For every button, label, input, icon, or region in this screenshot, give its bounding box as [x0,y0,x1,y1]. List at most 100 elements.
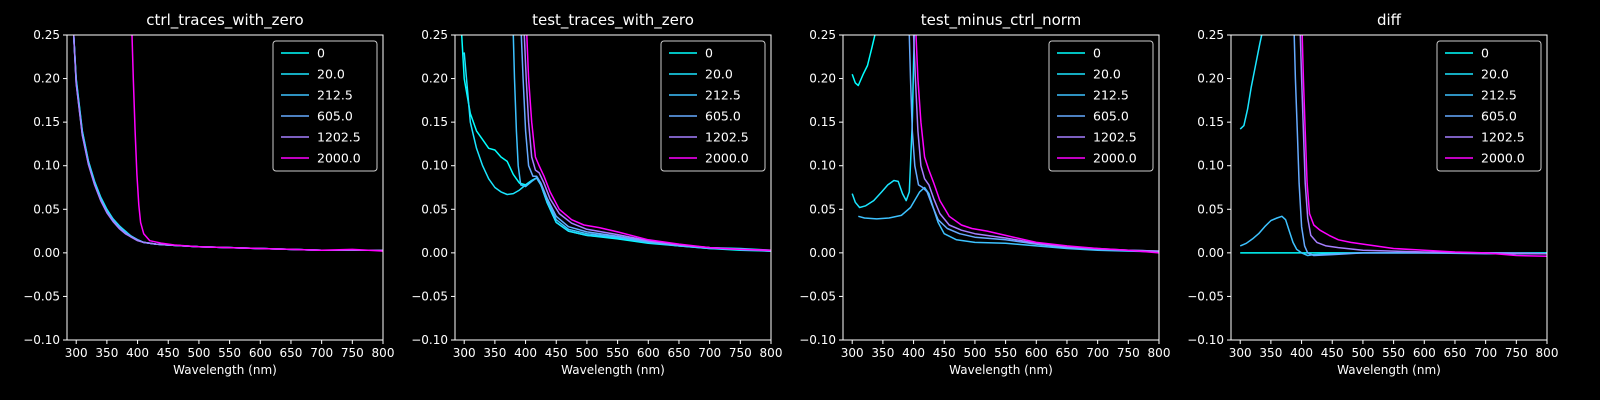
x-tick-label: 650 [668,346,691,360]
x-axis-label: Wavelength (nm) [561,363,665,377]
legend-label: 1202.5 [705,130,749,145]
legend-label: 212.5 [705,88,741,103]
legend-label: 605.0 [1481,109,1517,124]
x-tick-label: 500 [963,346,986,360]
x-tick-label: 300 [65,346,88,360]
x-tick-label: 300 [841,346,864,360]
y-tick-label: 0.00 [421,246,448,260]
x-tick-label: 450 [1321,346,1344,360]
legend-label: 0 [705,46,713,61]
chart-panel-2: test_traces_with_zero 300 350 400 450 500 550 6… [411,11,782,377]
series-line-0 [851,35,876,87]
legend-label: 20.0 [705,67,733,82]
y-tick-label: 0.00 [33,246,60,260]
legend-label: 2000.0 [1481,151,1525,166]
y-tick-label: 0.05 [421,202,448,216]
y-tick-label: −0.10 [411,333,448,347]
y-tick-label: 0.00 [1197,246,1224,260]
x-tick-label: 400 [902,346,925,360]
series-line-2000_0 [915,35,1159,254]
x-tick-label: 800 [1536,346,1559,360]
legend: 0 20.0 212.5 605.0 1202.5 2000.0 [660,40,766,172]
x-tick-label: 800 [1148,346,1171,360]
x-tick-label: 750 [341,346,364,360]
legend-label: 20.0 [1481,67,1509,82]
y-tick-label: 0.05 [1197,202,1224,216]
x-tick-label: 450 [157,346,180,360]
y-tick-label: 0.15 [421,115,448,129]
x-tick-label: 600 [1025,346,1048,360]
legend-label: 2000.0 [317,151,361,166]
y-tick-label: 0.15 [33,115,60,129]
y-tick-label: 0.25 [1197,28,1224,42]
legend-label: 1202.5 [1093,130,1137,145]
x-tick-label: 350 [1259,346,1282,360]
y-tick-label: 0.10 [421,159,448,173]
series-line-605_0 [908,35,1159,252]
legend-label: 20.0 [317,67,345,82]
legend-label: 605.0 [1093,109,1129,124]
y-tick-label: −0.05 [411,289,448,303]
plot-frame [454,34,772,341]
y-tick-label: 0.10 [33,159,60,173]
x-tick-label: 700 [1086,346,1109,360]
legend-label: 0 [1481,46,1489,61]
legend-label: 0 [317,46,325,61]
legend-label: 0 [1093,46,1101,61]
legend: 0 20.0 212.5 605.0 1202.5 2000.0 [1436,40,1542,172]
chart-title: diff [1377,11,1402,29]
series-line-1202_5 [1299,35,1547,255]
plot-frame [842,34,1160,341]
x-tick-label: 300 [453,346,476,360]
y-tick-label: 0.10 [809,159,836,173]
x-axis-label: Wavelength (nm) [1337,363,1441,377]
x-tick-label: 550 [218,346,241,360]
series-group [851,35,1159,254]
y-tick-label: −0.05 [1187,289,1224,303]
series-line-20_0 [1239,35,1263,130]
x-tick-label: 550 [994,346,1017,360]
x-tick-label: 350 [95,346,118,360]
y-tick-label: 0.15 [809,115,836,129]
x-tick-label: 450 [933,346,956,360]
x-tick-label: 400 [126,346,149,360]
legend-label: 212.5 [1093,88,1129,103]
legend-label: 212.5 [317,88,353,103]
legend: 0 20.0 212.5 605.0 1202.5 2000.0 [272,40,378,172]
x-tick-label: 600 [637,346,660,360]
chart-panel-1: ctrl_traces_with_zero 300 350 400 450 500 550 6… [23,11,394,377]
x-tick-label: 450 [545,346,568,360]
legend-label: 20.0 [1093,67,1121,82]
x-tick-label: 750 [729,346,752,360]
x-tick-label: 350 [871,346,894,360]
legend-label: 1202.5 [317,130,361,145]
x-tick-label: 700 [698,346,721,360]
x-tick-label: 650 [1444,346,1467,360]
y-tick-label: 0.20 [33,72,60,86]
x-tick-label: 750 [1505,346,1528,360]
x-tick-label: 350 [483,346,506,360]
x-tick-label: 650 [1056,346,1079,360]
y-tick-label: 0.20 [421,72,448,86]
series-group [460,35,771,252]
legend-label: 605.0 [317,109,353,124]
legend-label: 212.5 [1481,88,1517,103]
y-tick-label: −0.05 [23,289,60,303]
x-axis-label: Wavelength (nm) [949,363,1053,377]
x-tick-label: 550 [1382,346,1405,360]
x-tick-label: 500 [575,346,598,360]
y-tick-label: 0.25 [421,28,448,42]
y-tick-label: −0.10 [799,333,836,347]
plot-frame [66,34,384,341]
series-group [72,35,383,252]
x-tick-label: 600 [1413,346,1436,360]
y-tick-label: 0.05 [809,202,836,216]
legend-label: 2000.0 [705,151,749,166]
y-tick-label: −0.05 [799,289,836,303]
x-axis-label: Wavelength (nm) [173,363,277,377]
x-tick-label: 800 [760,346,783,360]
x-tick-label: 400 [1290,346,1313,360]
x-tick-label: 700 [1474,346,1497,360]
x-tick-label: 550 [606,346,629,360]
